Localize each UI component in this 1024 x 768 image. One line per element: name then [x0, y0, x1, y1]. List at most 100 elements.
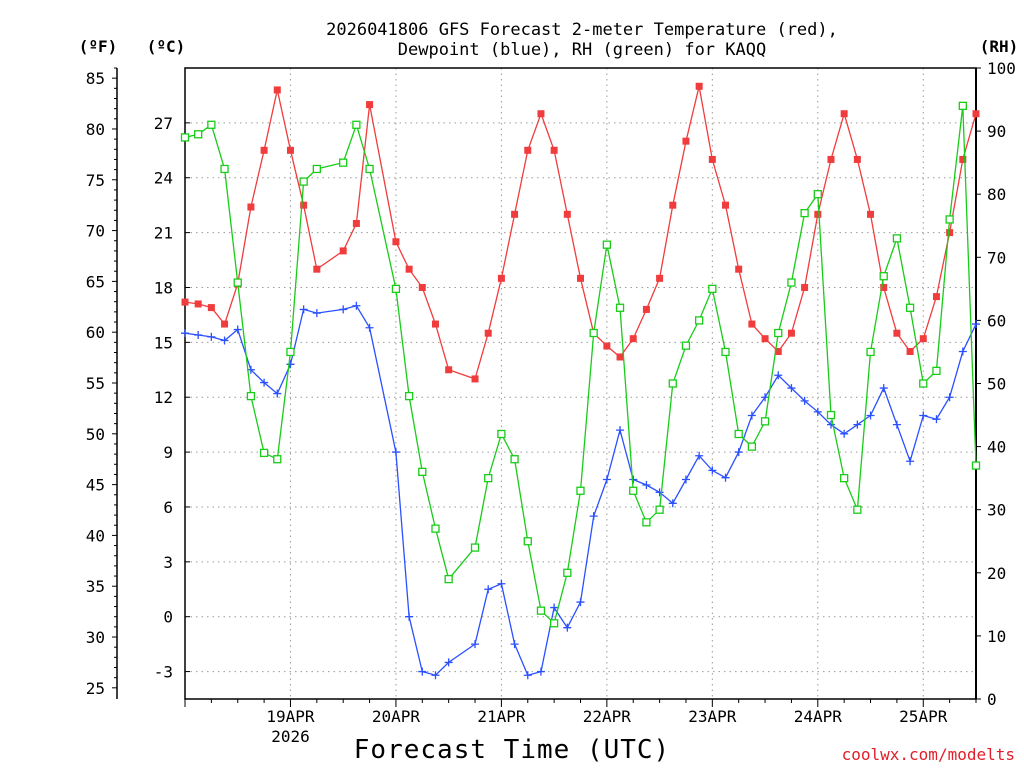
rh-point: [787, 278, 796, 287]
temperature-point: [445, 366, 453, 374]
rh-tick-label: 100: [987, 59, 1016, 78]
rh-point: [576, 486, 585, 495]
dewpoint-point: [418, 667, 427, 676]
dewpoint-c-series: [181, 301, 980, 680]
temperature-point: [392, 238, 400, 246]
chart-title-line-2: Dewpoint (blue), RH (green) for KAQQ: [398, 40, 766, 60]
rh-tick-label: 20: [987, 564, 1006, 583]
rh-tick-label: 50: [987, 375, 1006, 394]
dewpoint-point: [616, 426, 625, 435]
celsius-tick-label: 21: [154, 224, 173, 243]
temperature-point: [616, 353, 624, 361]
dewpoint-point: [194, 331, 203, 340]
celsius-tick-label: -3: [154, 663, 173, 682]
dewpoint-point: [681, 475, 690, 484]
dewpoint-point: [721, 473, 730, 482]
rh-point: [418, 467, 427, 476]
rh-point: [246, 391, 256, 401]
temperature-point: [814, 210, 822, 218]
rh-point: [892, 234, 902, 243]
temperature-point: [735, 265, 743, 273]
dewpoint-point: [629, 475, 638, 484]
temperature-point: [708, 155, 716, 163]
relative-humidity-line: [184, 105, 977, 625]
dewpoint-point: [945, 393, 954, 402]
temperature-point: [893, 329, 901, 337]
rh-tick-label: 40: [987, 438, 1006, 457]
rh-point: [734, 429, 743, 439]
x-tick-label: 25APR: [899, 707, 948, 726]
fahrenheit-tick-label: 50: [86, 425, 105, 444]
dewpoint-point: [879, 384, 888, 393]
temperature-point: [853, 155, 861, 163]
rh-point: [840, 473, 849, 483]
dewpoint-point: [550, 603, 559, 612]
rh-point: [668, 379, 677, 388]
rh-point: [497, 429, 506, 439]
celsius-tick-label: 3: [163, 553, 173, 572]
dewpoint-point: [932, 415, 941, 424]
temperature-point: [906, 347, 914, 355]
dewpoint-point: [853, 420, 862, 429]
dewpoint-c-line: [184, 305, 977, 676]
temperature-point: [682, 137, 690, 145]
temperature-point: [339, 247, 347, 255]
rh-point: [259, 448, 269, 458]
temperature-point: [352, 219, 360, 227]
fahrenheit-tick-label: 75: [86, 171, 105, 190]
dewpoint-point: [734, 448, 743, 457]
rh-tick-label: 60: [987, 311, 1006, 330]
celsius-tick-label: 0: [163, 608, 173, 627]
rh-point: [800, 208, 809, 218]
dewpoint-point: [906, 457, 915, 466]
rh-point: [721, 347, 730, 357]
dewpoint-point: [563, 623, 572, 632]
x-tick-label: 19APR: [266, 707, 315, 726]
temperature-point: [181, 298, 189, 306]
temperature-point: [273, 86, 281, 94]
x-tick-label: 23APR: [688, 707, 737, 726]
temperature-point: [972, 110, 980, 118]
fahrenheit-tick-label: 30: [86, 628, 105, 647]
x-tick-sublabel: 2026: [271, 727, 310, 746]
dewpoint-point: [365, 323, 374, 332]
temperature-point: [656, 274, 664, 282]
temperature-point: [313, 265, 321, 273]
dewpoint-point: [471, 640, 480, 649]
temperature-point: [695, 82, 703, 90]
fahrenheit-tick-label: 45: [86, 476, 105, 495]
x-tick-label: 24APR: [794, 707, 843, 726]
x-tick-label: 22APR: [583, 707, 632, 726]
temperature-point: [748, 320, 756, 328]
rh-point: [905, 303, 915, 312]
rh-point: [339, 158, 348, 167]
temperature-point: [405, 265, 413, 273]
rh-point: [853, 505, 862, 514]
temperature-point: [207, 304, 215, 312]
rh-tick-label: 30: [987, 501, 1006, 520]
dewpoint-point: [602, 475, 611, 484]
fahrenheit-tick-label: 55: [86, 374, 105, 393]
rh-point: [536, 606, 546, 615]
celsius-tick-label: 27: [154, 114, 173, 133]
rh-point: [484, 473, 493, 483]
rh-point: [589, 328, 598, 338]
temperature-point: [827, 155, 835, 163]
dewpoint-point: [484, 585, 493, 594]
dewpoint-point: [220, 336, 229, 345]
dewpoint-point: [708, 466, 717, 475]
dewpoint-point: [576, 598, 585, 607]
temperature-point: [774, 347, 782, 355]
fahrenheit-tick-label: 25: [86, 679, 105, 698]
temperature-point: [946, 229, 954, 237]
temperature-point: [932, 293, 940, 301]
temperature-point: [247, 203, 255, 211]
chart-title-line-1: 2026041806 GFS Forecast 2-meter Temperat…: [326, 20, 838, 40]
dewpoint-point: [286, 360, 295, 369]
dewpoint-point: [181, 329, 189, 338]
dewpoint-point: [536, 667, 545, 676]
rh-point: [404, 391, 414, 401]
dewpoint-point: [589, 512, 598, 521]
x-tick-label: 20APR: [372, 707, 421, 726]
rh-point: [813, 190, 822, 199]
